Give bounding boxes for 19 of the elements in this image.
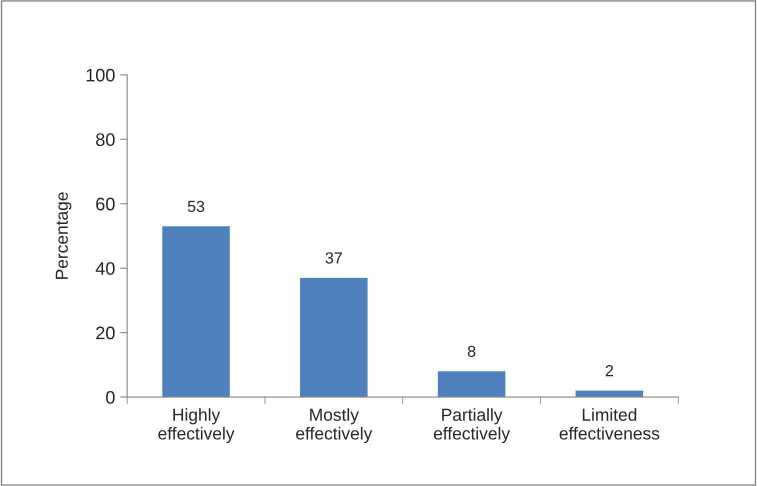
data-label: 37 xyxy=(326,252,342,264)
y-tick-label: 40 xyxy=(96,262,115,275)
y-tick-label: 60 xyxy=(96,198,115,210)
x-tick-label: Limited effectiveness xyxy=(560,408,660,440)
bar xyxy=(162,226,230,398)
y-tick-label: 80 xyxy=(96,133,115,146)
bar xyxy=(576,390,644,398)
data-label: 2 xyxy=(606,365,614,376)
y-tick-label: 20 xyxy=(96,326,115,340)
x-tick-label: Partially effectively xyxy=(434,408,510,444)
y-tick-label: 0 xyxy=(106,390,115,404)
y-axis-title: Percentage xyxy=(56,192,72,279)
x-tick-label: Mostly effectively xyxy=(296,408,372,444)
data-label: 8 xyxy=(468,346,476,358)
bar xyxy=(438,371,506,398)
x-tick-label: Highly effectively xyxy=(158,408,234,444)
bar xyxy=(300,278,368,398)
data-label: 53 xyxy=(188,200,204,212)
y-tick-label: 100 xyxy=(86,68,115,82)
